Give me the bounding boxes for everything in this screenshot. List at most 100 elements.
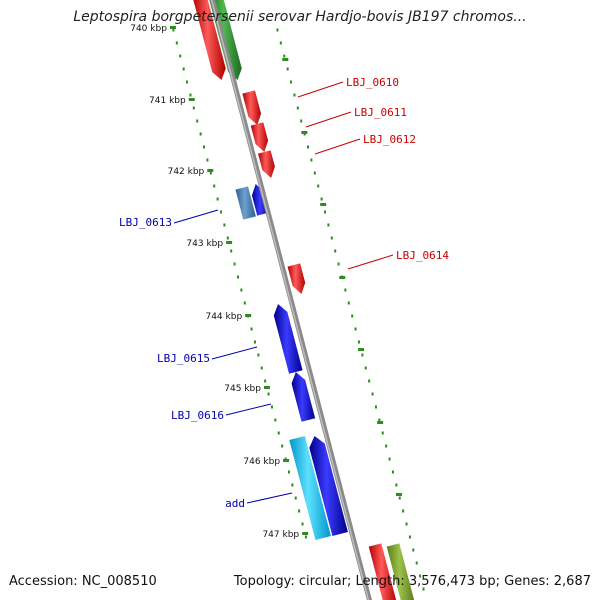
genome-summary: Topology: circular; Length: 3,576,473 bp… [233, 574, 591, 589]
tick-dot [334, 249, 337, 253]
tick-dot [189, 93, 192, 97]
tick-dot [301, 522, 304, 526]
gene-leader-line [305, 111, 352, 128]
tick-dot [402, 509, 405, 513]
gene-label[interactable]: LBJ_0610 [346, 76, 399, 89]
tick-dot [274, 418, 277, 422]
gene-leader-line [347, 254, 394, 270]
tick-dot [374, 405, 377, 409]
tick-dot [290, 80, 293, 84]
tick-dot [317, 184, 320, 188]
gene-block-cyan[interactable] [289, 435, 331, 541]
tick-dot [368, 379, 371, 383]
kbp-major-tick [226, 241, 233, 244]
tick-dot [385, 444, 388, 448]
backbone-highlight [210, 0, 370, 600]
gene-label[interactable]: LBJ_0615 [157, 352, 210, 365]
gene-arrow-lbj-0614[interactable] [287, 263, 306, 294]
tick-dot [276, 28, 279, 32]
tick-dot [354, 327, 357, 331]
tick-dot [279, 41, 282, 45]
map-title: Leptospira borgpetersenii serovar Hardjo… [73, 9, 527, 25]
tick-dot [347, 301, 350, 305]
tick-dot [196, 119, 199, 123]
tick-dot [296, 106, 299, 110]
outer-major-tick [358, 348, 365, 351]
gene-label[interactable]: LBJ_0616 [171, 409, 224, 422]
gene-arrow-lbj-0612[interactable] [258, 150, 275, 178]
gene-block[interactable] [193, 0, 226, 80]
tick-dot [351, 314, 354, 318]
kbp-major-tick [207, 169, 214, 172]
tick-dot [213, 184, 216, 188]
kbp-major-tick [283, 459, 290, 462]
tick-dot [344, 288, 347, 292]
gene-block[interactable] [386, 543, 415, 600]
gene-label[interactable]: LBJ_0611 [354, 106, 407, 119]
tick-dot [293, 93, 296, 97]
tick-dot [412, 548, 415, 552]
kbp-label: 742 kbp [168, 167, 205, 177]
tick-dot [287, 470, 290, 474]
tick-dot [298, 509, 301, 513]
kbp-label: 740 kbp [130, 24, 167, 34]
tick-dot [357, 340, 360, 344]
tick-dot [253, 340, 256, 344]
gene-arrow-lbj-0610[interactable] [242, 90, 262, 125]
tick-dot [388, 457, 391, 461]
gene-leader-line [225, 403, 272, 416]
gene-arrow-lbj-0616[interactable] [291, 372, 316, 422]
tick-dot [186, 80, 189, 84]
tick-dot [264, 379, 267, 383]
tick-dot [226, 236, 229, 240]
tick-dot [192, 106, 195, 110]
tick-dot [236, 275, 239, 279]
tick-dot [283, 54, 286, 58]
kbp-label: 747 kbp [262, 530, 299, 540]
kbp-label: 743 kbp [186, 239, 223, 249]
tick-dot [415, 561, 418, 565]
gene-arrow-lbj-0615[interactable] [273, 304, 303, 374]
tick-dot [240, 288, 243, 292]
tick-dot [175, 41, 178, 45]
gene-label[interactable]: LBJ_0614 [396, 249, 449, 262]
gene-leader-line [173, 209, 219, 224]
tick-dot [381, 431, 384, 435]
tick-dot [324, 210, 327, 214]
tick-dot [286, 67, 289, 71]
tick-dot [300, 119, 303, 123]
gene-label[interactable]: LBJ_0613 [119, 216, 172, 229]
tick-dot [313, 171, 316, 175]
gene-block-lbj-0613a[interactable] [235, 186, 256, 220]
tick-dot [230, 249, 233, 253]
outer-tick-track [276, 28, 425, 591]
tick-dot [223, 223, 226, 227]
tick-dot [216, 197, 219, 201]
tick-dot [172, 28, 175, 32]
tick-dot [361, 353, 364, 357]
gene-label[interactable]: add [225, 497, 245, 510]
gene-label[interactable]: LBJ_0612 [363, 133, 416, 146]
kbp-major-tick [245, 314, 252, 317]
tick-dot [371, 392, 374, 396]
tick-dot [203, 145, 206, 149]
chromosome-backbone [210, 0, 372, 600]
tick-dot [422, 587, 425, 591]
tick-dot [243, 301, 246, 305]
tick-dot [206, 158, 209, 162]
tick-dot [182, 67, 185, 71]
tick-dot [398, 496, 401, 500]
kbp-label: 745 kbp [224, 384, 261, 394]
kbp-major-tick [188, 98, 195, 101]
gene-arrow-add[interactable] [309, 436, 348, 537]
tick-dot [337, 262, 340, 266]
outer-major-tick [377, 421, 384, 424]
gene-block[interactable] [368, 543, 397, 600]
tick-dot [267, 392, 270, 396]
tick-dot [304, 535, 307, 539]
gene-arrow-lbj-0611[interactable] [250, 122, 269, 152]
outer-major-tick [282, 58, 289, 61]
tick-dot [220, 210, 223, 214]
tick-dot [277, 431, 280, 435]
